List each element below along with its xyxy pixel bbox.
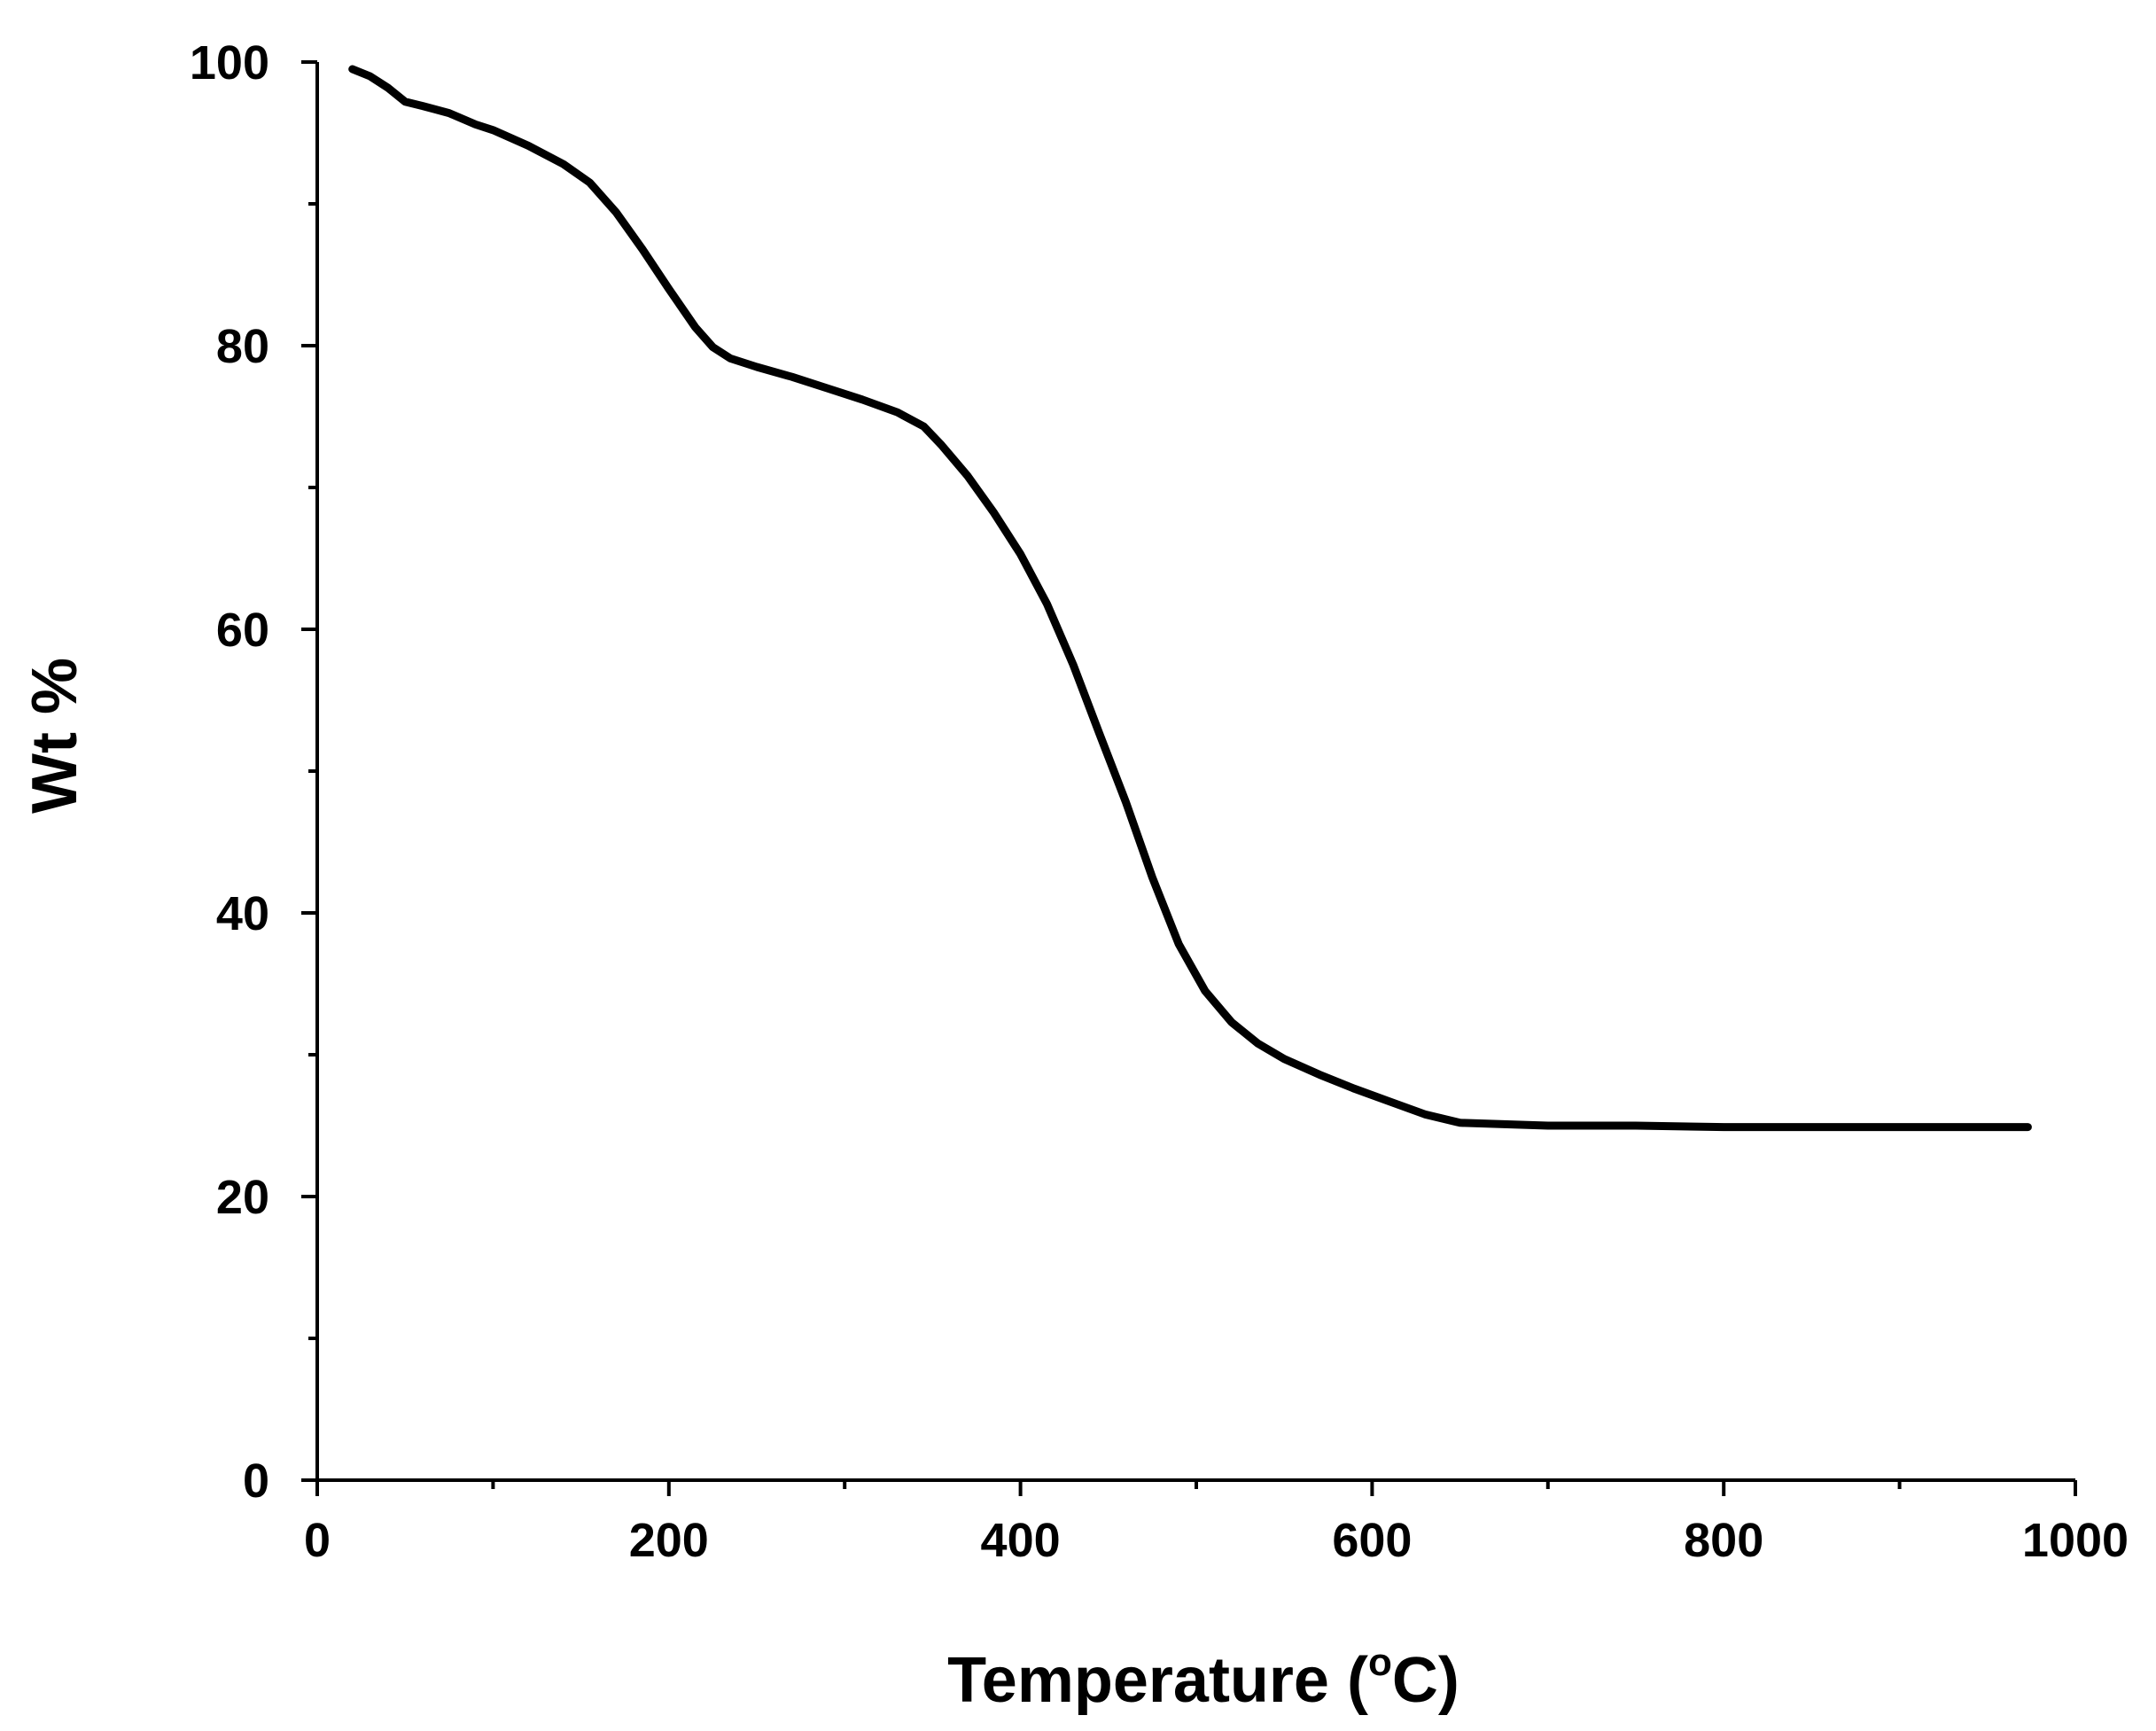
x-tick-label: 0 — [304, 1514, 331, 1567]
series-line — [348, 65, 2032, 1132]
y-tick-label: 80 — [216, 320, 269, 373]
y-ticks: 0 20 40 60 80 100 — [190, 36, 317, 1508]
y-tick-label: 60 — [216, 604, 269, 657]
y-tick-label: 100 — [190, 36, 269, 90]
x-tick-label: 400 — [981, 1514, 1061, 1567]
y-tick-label: 40 — [216, 887, 269, 940]
series-layer — [348, 65, 2032, 1132]
x-tick-label: 600 — [1332, 1514, 1412, 1567]
axes — [315, 62, 2075, 1482]
x-tick-label: 800 — [1684, 1514, 1763, 1567]
y-tick-label: 20 — [216, 1171, 269, 1224]
y-axis-title: Wt % — [19, 658, 90, 814]
x-axis-title-superscript: o — [1368, 1641, 1392, 1684]
y-tick-label: 0 — [243, 1454, 269, 1508]
x-tick-label: 200 — [629, 1514, 709, 1567]
x-axis-title-tail: C) — [1392, 1645, 1459, 1716]
x-axis-title-main: Temperature ( — [947, 1645, 1368, 1716]
x-axis-title: Temperature (oC) — [947, 1641, 1459, 1716]
x-tick-label: 1000 — [2022, 1514, 2129, 1567]
x-ticks: 0 200 400 600 800 1000 — [304, 1480, 2129, 1567]
